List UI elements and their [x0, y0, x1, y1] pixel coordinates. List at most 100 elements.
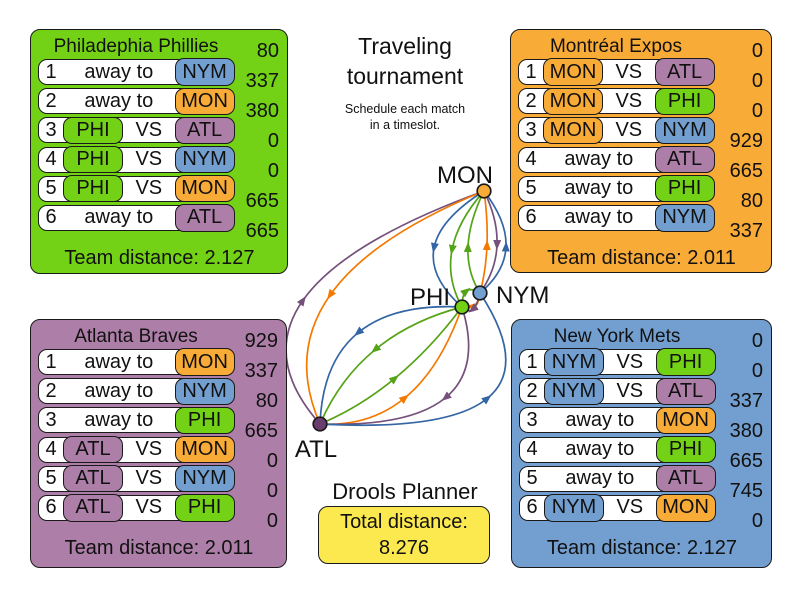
team-pill-atl: ATL	[654, 145, 715, 174]
team-pill-phi: PHI	[174, 406, 235, 434]
leg-distance: 929	[729, 130, 763, 152]
leg-distance-column: 929 337 80 665 0 0 0	[234, 324, 280, 536]
vs-label: VS	[616, 496, 644, 519]
team-panel-phillies: Philadephia Phillies 1 away to NYM 2 away to…	[30, 29, 288, 274]
timeslot-number: 6	[525, 206, 537, 229]
travel-edge-atl-phi	[319, 306, 463, 426]
match-row: 6 away to NYM	[518, 204, 715, 232]
timeslot-number: 5	[45, 177, 57, 200]
timeslot-number: 2	[525, 89, 537, 112]
leg-distance: 665	[729, 450, 763, 472]
team-pill-nym: NYM	[174, 377, 235, 405]
travel-edge-mon-nym	[479, 190, 502, 294]
team-pill-nym: NYM	[544, 377, 604, 405]
team-pill-atl: ATL	[63, 435, 123, 464]
panel-body: Montréal Expos 1 MON VS ATL 2 MON VS PHI 3 MON VS N…	[518, 34, 765, 246]
away-to-label: away to	[565, 408, 635, 431]
team-distance-label: Team distance:	[64, 537, 200, 559]
vs-label: VS	[615, 60, 643, 83]
team-distance-label: Team distance:	[547, 247, 682, 269]
total-distance-value: 8.276	[378, 537, 430, 559]
panel-main: Philadephia Phillies 1 away to NYM 2 away to…	[38, 34, 235, 234]
match-row: 5 PHI VS MON	[38, 175, 235, 203]
vs-label: VS	[135, 496, 163, 519]
travel-edge-atl-phi	[319, 306, 463, 425]
travel-edge-phi-atl	[319, 305, 463, 425]
timeslot-number: 4	[525, 148, 537, 171]
team-pill-atl: ATL	[63, 465, 123, 493]
team-distance: Team distance: 2.127	[38, 246, 281, 272]
match-row: 6 NYM VS MON	[519, 494, 716, 522]
match-row: 6 away to ATL	[38, 204, 235, 232]
leg-distance: 0	[751, 40, 763, 62]
timeslot-number: 1	[526, 350, 538, 373]
away-to-label: away to	[84, 89, 154, 112]
team-pill-atl: ATL	[174, 204, 235, 232]
panel-body: Philadephia Phillies 1 away to NYM 2 away to…	[38, 34, 281, 246]
team-pill-mon: MON	[543, 87, 603, 115]
leg-distance: 80	[740, 190, 763, 212]
timeslot-number: 2	[526, 379, 538, 402]
vs-label: VS	[135, 467, 163, 490]
vs-label: VS	[135, 177, 163, 200]
match-row: 5 ATL VS NYM	[38, 465, 235, 493]
city-node-mon	[476, 183, 492, 199]
timeslot-number: 5	[526, 467, 538, 490]
match-row: 4 away to ATL	[518, 145, 715, 174]
team-pill-nym: NYM	[174, 145, 235, 174]
leg-distance: 929	[244, 330, 278, 352]
vs-label: VS	[616, 379, 644, 402]
city-node-phi	[454, 299, 470, 315]
city-node-nym	[472, 285, 488, 301]
page-subtitle-line2: in a timeslot.	[369, 118, 441, 132]
leg-distance: 0	[267, 160, 279, 182]
city-label-phi: PHI	[410, 284, 450, 311]
team-pill-phi: PHI	[655, 435, 716, 464]
match-row: 2 MON VS PHI	[518, 87, 715, 115]
panel-body: Atlanta Braves 1 away to MON 2 away to NYM 3 aw…	[38, 324, 280, 536]
leg-distance: 0	[267, 130, 279, 152]
team-pill-atl: ATL	[655, 465, 716, 493]
timeslot-number: 2	[45, 379, 57, 402]
team-pill-atl: ATL	[655, 377, 716, 405]
leg-distance: 380	[729, 420, 763, 442]
team-pill-mon: MON	[174, 435, 235, 464]
page-title: Traveling tournament	[299, 31, 511, 91]
leg-distance: 337	[729, 220, 763, 242]
team-pill-atl: ATL	[654, 58, 715, 86]
timeslot-number: 3	[45, 408, 57, 431]
vs-label: VS	[135, 118, 163, 141]
vs-label: VS	[616, 350, 644, 373]
team-name: Montréal Expos	[549, 36, 682, 57]
team-pill-mon: MON	[174, 175, 235, 203]
timeslot-number: 4	[526, 438, 538, 461]
vs-label: VS	[135, 148, 163, 171]
travel-edge-nym-mon	[463, 190, 485, 294]
team-distance-value: 2.127	[687, 537, 738, 559]
travel-edge-mon-phi	[431, 190, 485, 308]
team-pill-phi: PHI	[655, 348, 716, 376]
team-name: Atlanta Braves	[74, 326, 198, 347]
vs-label: VS	[135, 438, 163, 461]
away-to-label: away to	[84, 408, 154, 431]
match-row: 5 away to ATL	[519, 465, 716, 493]
timeslot-number: 4	[45, 148, 57, 171]
leg-distance: 0	[751, 360, 763, 382]
travel-edge-nym-mon	[479, 190, 491, 294]
match-row: 2 NYM VS ATL	[519, 377, 716, 405]
city-label-nym: NYM	[496, 282, 549, 309]
match-row: 3 away to PHI	[38, 406, 235, 434]
team-distance: Team distance: 2.011	[518, 246, 765, 272]
panel-main: New York Mets 1 NYM VS PHI 2 NYM VS ATL 3 away to…	[519, 324, 716, 524]
leg-distance: 665	[244, 420, 278, 442]
team-pill-nym: NYM	[544, 348, 604, 376]
match-row: 3 MON VS NYM	[518, 116, 715, 144]
travel-edge-phi-atl	[319, 306, 463, 425]
away-to-label: away to	[84, 350, 154, 373]
match-row: 5 away to PHI	[518, 175, 715, 203]
travel-edge-phi-atl	[319, 306, 470, 426]
leg-distance: 80	[256, 40, 279, 62]
travel-edge-mon-phi	[449, 190, 485, 308]
timeslot-number: 5	[45, 467, 57, 490]
timeslot-number: 1	[45, 350, 57, 373]
